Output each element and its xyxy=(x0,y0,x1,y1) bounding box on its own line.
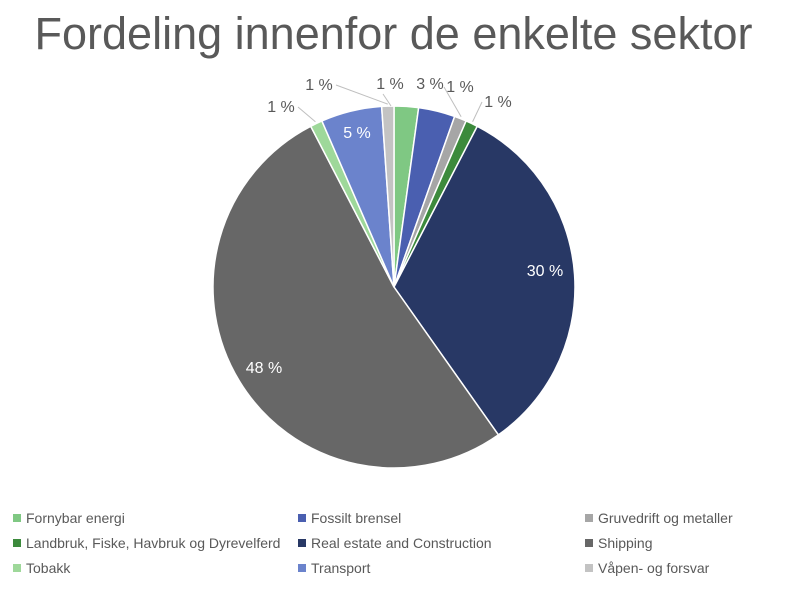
legend-label: Landbruk, Fiske, Havbruk og Dyrevelferd xyxy=(26,535,281,551)
legend-item: Shipping xyxy=(585,535,653,551)
legend-swatch xyxy=(585,539,593,547)
legend-item: Landbruk, Fiske, Havbruk og Dyrevelferd xyxy=(13,535,280,551)
leader-line xyxy=(443,86,462,118)
data-label: 3 % xyxy=(416,76,444,93)
legend-item: Tobakk xyxy=(13,560,70,576)
data-label: 1 % xyxy=(376,76,404,93)
data-labels: 3 % 1 %1 %30 %48 %1 %5 %1 % 1 % xyxy=(246,76,563,377)
legend-label: Fornybar energi xyxy=(26,510,125,526)
data-label: 5 % xyxy=(343,125,371,142)
legend-item: Fossilt brensel xyxy=(298,510,401,526)
legend-swatch xyxy=(298,514,306,522)
legend-swatch xyxy=(585,514,593,522)
pie-slice-våpen-og-forsvar xyxy=(380,105,395,288)
legend-item: Gruvedrift og metaller xyxy=(585,510,733,526)
data-label: 30 % xyxy=(527,263,563,280)
pie-slices xyxy=(212,105,576,469)
legend-swatch xyxy=(298,539,306,547)
legend-label: Fossilt brensel xyxy=(311,510,402,526)
leader-line xyxy=(382,93,392,107)
legend-swatch xyxy=(13,514,21,522)
legend-item: Våpen- og forsvar xyxy=(585,560,709,576)
legend-label: Shipping xyxy=(598,535,653,551)
leader-line xyxy=(335,84,388,105)
chart-title: Fordeling innenfor de enkelte sektor xyxy=(34,8,753,59)
data-label: 1 % xyxy=(446,79,474,96)
data-label: 1 % xyxy=(305,77,333,94)
chart-legend: Fornybar energi Fossilt brensel Gruvedrift… xyxy=(0,508,787,588)
legend-swatch xyxy=(585,564,593,572)
legend-label: Tobakk xyxy=(26,560,71,576)
leader-line xyxy=(472,101,483,122)
data-label: 1 % xyxy=(484,94,512,111)
legend-item: Real estate and Construction xyxy=(298,535,492,551)
pie-slice-real-estate-and-construction xyxy=(393,125,576,436)
data-label: 1 % xyxy=(267,99,295,116)
pie-slice-shipping xyxy=(212,125,500,469)
legend-label: Våpen- og forsvar xyxy=(598,560,710,576)
legend-item: Fornybar energi xyxy=(13,510,125,526)
legend-item: Transport xyxy=(298,560,370,576)
pie-chart: 3 % 1 %1 %30 %48 %1 %5 %1 % 1 % xyxy=(212,76,576,469)
leader-line xyxy=(297,106,316,123)
legend-label: Transport xyxy=(311,560,371,576)
data-label: 48 % xyxy=(246,360,282,377)
leader-lines xyxy=(297,84,483,123)
legend-swatch xyxy=(13,539,21,547)
legend-swatch xyxy=(298,564,306,572)
legend-swatch xyxy=(13,564,21,572)
legend-label: Gruvedrift og metaller xyxy=(598,510,733,526)
legend-label: Real estate and Construction xyxy=(311,535,492,551)
